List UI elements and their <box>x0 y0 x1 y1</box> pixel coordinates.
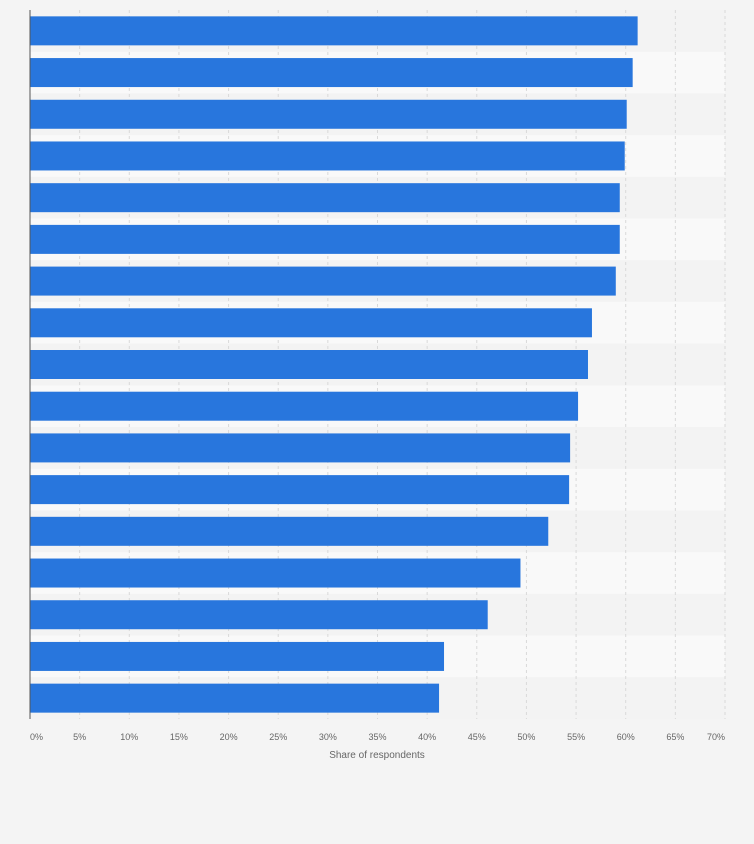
bar <box>30 391 579 421</box>
x-tick-label: 50% <box>517 732 535 742</box>
x-tick-label: 20% <box>220 732 238 742</box>
x-tick-label: 30% <box>319 732 337 742</box>
x-tick-label: 5% <box>73 732 86 742</box>
x-tick-label: 45% <box>468 732 486 742</box>
x-tick-label: 55% <box>567 732 585 742</box>
bar <box>30 16 638 46</box>
bar <box>30 224 620 254</box>
bar <box>30 99 627 129</box>
bar <box>30 558 521 588</box>
bars <box>30 16 638 713</box>
x-axis-label: Share of respondents <box>329 750 425 761</box>
bar <box>30 641 445 671</box>
bar <box>30 600 488 630</box>
bar <box>30 266 616 296</box>
bar <box>30 683 440 713</box>
x-tick-labels: 0% 5% 10% 15% 20% 25% 30% 35% 40% 45% 50% 55% 60% 65%… <box>30 732 725 742</box>
bar <box>30 308 592 338</box>
bar <box>30 516 549 546</box>
x-tick-label: 25% <box>269 732 287 742</box>
bar <box>30 58 633 88</box>
x-tick-label: 35% <box>368 732 386 742</box>
x-tick-label: 0% <box>30 732 43 742</box>
x-tick-label: 70% <box>707 732 725 742</box>
x-tick-label: 60% <box>617 732 635 742</box>
bar <box>30 475 570 505</box>
bar <box>30 350 588 379</box>
x-tick-label: 40% <box>418 732 436 742</box>
bar <box>30 433 571 463</box>
bar <box>30 183 620 213</box>
x-tick-label: 65% <box>666 732 684 742</box>
x-tick-label: 10% <box>120 732 138 742</box>
bar <box>30 141 625 171</box>
x-tick-label: 15% <box>170 732 188 742</box>
